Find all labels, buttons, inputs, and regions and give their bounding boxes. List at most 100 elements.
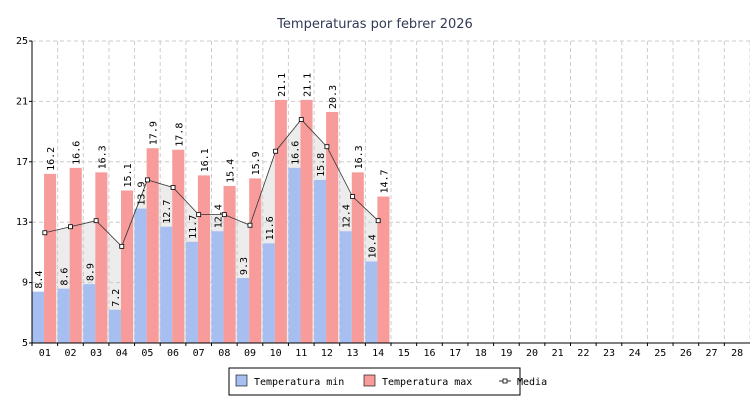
- x-tick-label: 01: [39, 348, 51, 359]
- bar: [57, 288, 70, 343]
- bar: [223, 185, 236, 343]
- x-tick-label: 09: [244, 348, 256, 359]
- x-tick-label: 16: [423, 348, 435, 359]
- x-tick-label: 13: [347, 348, 359, 359]
- line-marker: [324, 144, 330, 150]
- data-label: 15.9: [251, 151, 262, 175]
- x-tick-label: 05: [141, 348, 153, 359]
- data-label: 16.1: [200, 148, 211, 172]
- bar: [274, 99, 287, 343]
- bar: [108, 309, 121, 343]
- legend-swatch: [235, 374, 248, 387]
- bar: [83, 284, 96, 343]
- x-tick-label: 06: [167, 348, 179, 359]
- data-label: 16.2: [46, 147, 57, 171]
- line-marker: [273, 148, 279, 154]
- x-tick-label: 26: [680, 348, 692, 359]
- x-tick-label: 21: [552, 348, 564, 359]
- line-marker: [119, 243, 125, 249]
- data-label: 16.6: [290, 141, 301, 165]
- x-tick-label: 24: [629, 348, 641, 359]
- bar: [365, 261, 378, 343]
- data-label: 15.1: [123, 163, 134, 187]
- data-label: 20.3: [328, 85, 339, 109]
- x-tick-label: 10: [270, 348, 282, 359]
- chart-title: Temperaturas por febrer 2026: [276, 17, 473, 32]
- x-tick-label: 07: [193, 348, 205, 359]
- data-label: 12.7: [162, 200, 173, 224]
- x-tick-label: 12: [321, 348, 333, 359]
- line: [44, 118, 379, 248]
- line-marker: [221, 212, 227, 218]
- bar: [146, 148, 159, 343]
- data-label: 9.3: [239, 257, 250, 275]
- data-label: 21.1: [303, 73, 314, 97]
- bar: [326, 111, 339, 343]
- y-tick-label: 21: [16, 96, 28, 107]
- data-label: 15.8: [316, 153, 327, 177]
- bar: [160, 226, 173, 343]
- x-tick-label: 08: [218, 348, 230, 359]
- line-marker: [93, 218, 99, 224]
- data-label: 21.1: [277, 73, 288, 97]
- line-marker: [375, 218, 381, 224]
- bar: [172, 149, 185, 343]
- data-label: 15.4: [226, 159, 237, 183]
- data-label: 11.6: [265, 216, 276, 240]
- line-marker: [196, 212, 202, 218]
- data-label: 8.6: [60, 268, 71, 286]
- x-tick-label: 04: [116, 348, 128, 359]
- x-tick-label: 20: [526, 348, 538, 359]
- legend-label: Temperatura max: [382, 377, 472, 388]
- line-marker: [68, 224, 73, 230]
- x-tick-label: 19: [500, 348, 512, 359]
- y-tick-label: 17: [16, 157, 28, 168]
- x-tick-label: 14: [372, 348, 384, 359]
- bar: [185, 241, 198, 343]
- x-tick-label: 17: [449, 348, 461, 359]
- legend-swatch: [363, 374, 376, 387]
- data-label: 16.3: [97, 145, 108, 169]
- x-tick-label: 15: [398, 348, 410, 359]
- line-marker: [170, 185, 176, 190]
- y-tick-label: 5: [22, 338, 28, 349]
- x-tick-label: 22: [577, 348, 589, 359]
- legend-marker: [502, 378, 508, 384]
- legend-label: Media: [517, 377, 547, 388]
- y-tick-label: 13: [16, 217, 28, 228]
- x-tick-label: 25: [654, 348, 666, 359]
- x-tick-label: 03: [90, 348, 102, 359]
- line-marker: [350, 194, 355, 199]
- bar: [32, 291, 45, 343]
- line-marker: [247, 222, 253, 228]
- y-tick-label: 25: [16, 36, 28, 47]
- bar: [95, 172, 108, 343]
- data-label: 7.2: [111, 289, 122, 307]
- line-marker: [298, 117, 304, 122]
- bar: [351, 172, 364, 343]
- bar: [134, 208, 147, 343]
- data-label: 11.7: [188, 215, 199, 239]
- bar: [197, 175, 210, 343]
- bar: [44, 173, 57, 343]
- bar: [120, 190, 134, 343]
- y-tick-label: 9: [22, 278, 28, 289]
- data-label: 8.9: [85, 263, 96, 281]
- data-label: 12.4: [342, 204, 353, 228]
- data-label: 12.4: [214, 204, 225, 228]
- x-tick-label: 11: [295, 348, 307, 359]
- line-marker: [42, 230, 48, 236]
- data-label: 14.7: [379, 169, 390, 193]
- data-label: 17.9: [149, 121, 160, 145]
- bar: [300, 99, 313, 343]
- bar: [314, 179, 327, 343]
- x-tick-label: 02: [64, 348, 76, 359]
- x-tick-label: 27: [706, 348, 718, 359]
- bar: [288, 167, 301, 343]
- data-label: 16.6: [72, 141, 83, 165]
- line-marker: [144, 177, 150, 183]
- bar: [69, 167, 82, 343]
- bar: [339, 231, 352, 343]
- legend-label: Temperatura min: [254, 377, 344, 388]
